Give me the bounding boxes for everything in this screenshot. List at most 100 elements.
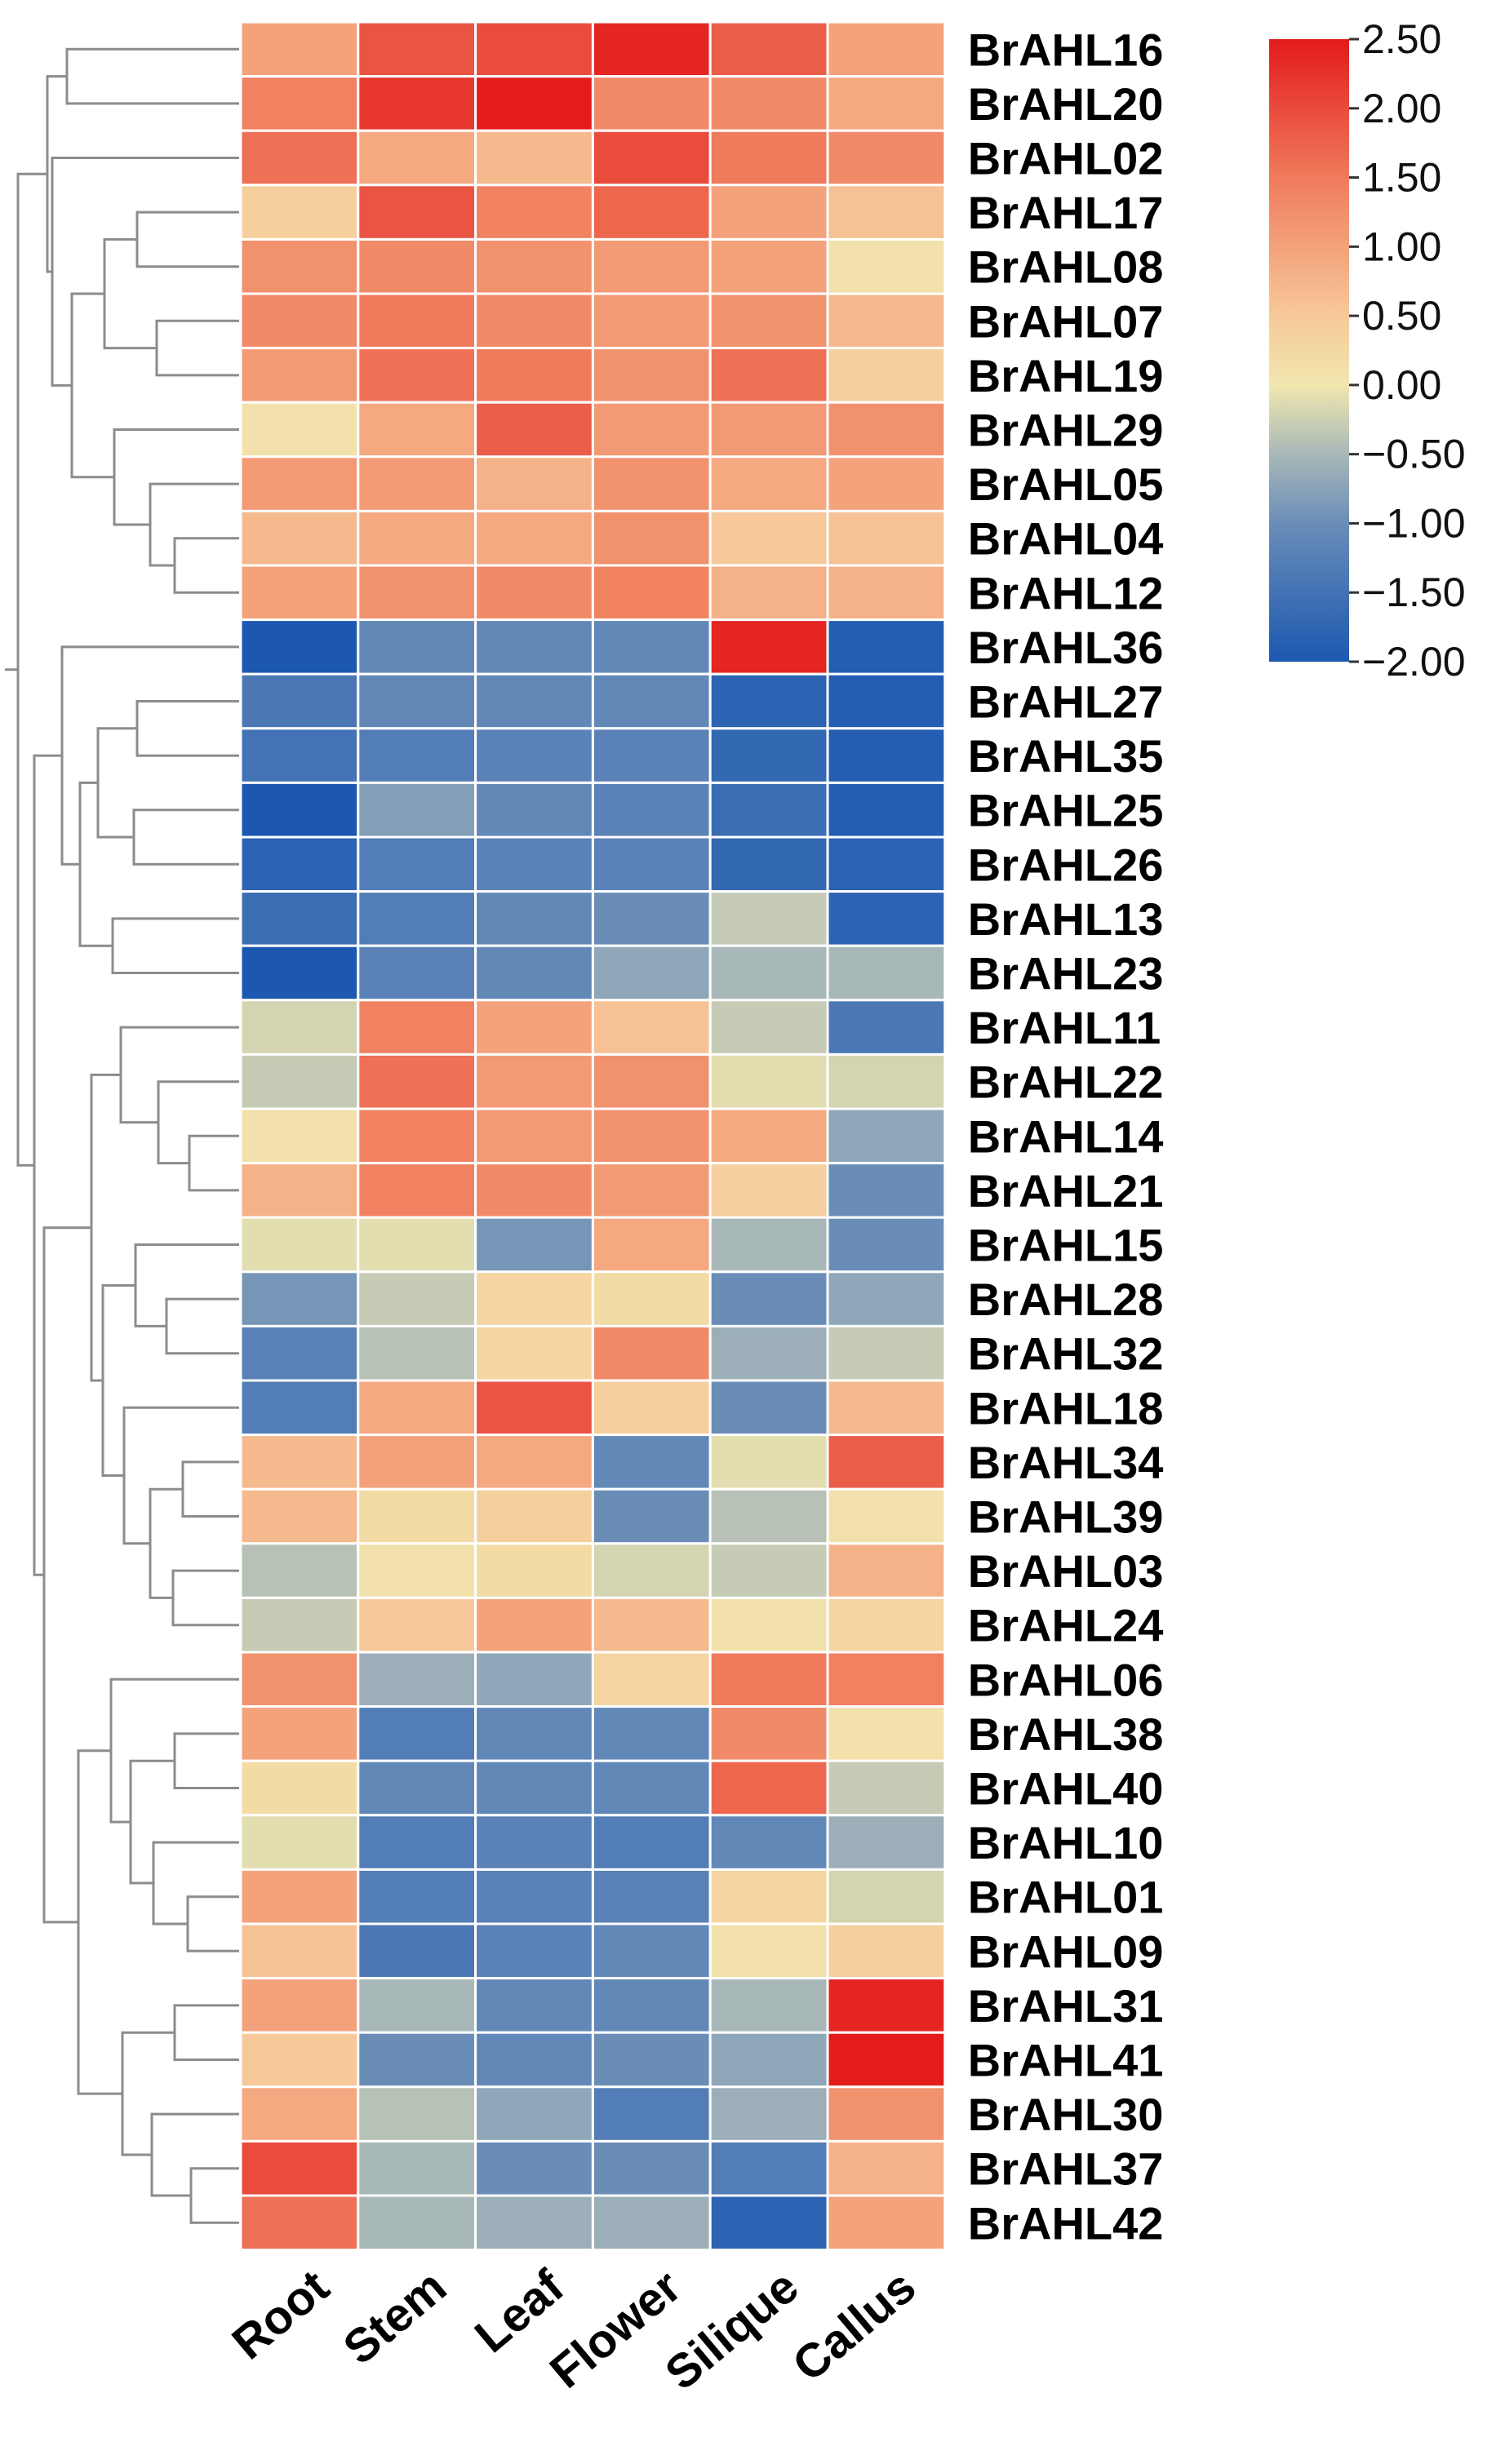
heatmap-cell-BrAHL24-Root — [239, 1596, 360, 1654]
color-legend-bar — [1269, 39, 1349, 662]
heatmap-cell-BrAHL24-Leaf — [474, 1596, 594, 1654]
heatmap-cell-BrAHL19-Stem — [357, 347, 477, 404]
heatmap-cell-BrAHL03-Root — [239, 1542, 360, 1599]
heatmap-cell-BrAHL26-Stem — [357, 835, 477, 893]
dendrogram-branch — [134, 1243, 239, 1327]
dendrogram-branch — [186, 1895, 239, 1952]
heatmap-cell-BrAHL08-Callus — [826, 237, 947, 295]
color-legend-tick-label: −0.50 — [1362, 432, 1466, 477]
row-label-BrAHL20: BrAHL20 — [968, 78, 1164, 130]
heatmap-cell-BrAHL18-Leaf — [474, 1379, 594, 1437]
color-legend-tick-label: −1.00 — [1362, 500, 1466, 546]
heatmap-cell-BrAHL31-Flower — [591, 1977, 712, 2034]
heatmap-cell-BrAHL23-Root — [239, 944, 360, 1002]
dendrogram-branch — [70, 292, 114, 479]
column-label-callus: Callus — [783, 2260, 926, 2392]
heatmap-cell-BrAHL14-Flower — [591, 1107, 712, 1165]
heatmap-cell-BrAHL41-Callus — [826, 2031, 947, 2089]
heatmap-cell-BrAHL19-Flower — [591, 347, 712, 404]
heatmap-cell-BrAHL13-Silique — [708, 890, 829, 947]
heatmap-cell-BrAHL20-Callus — [826, 75, 947, 132]
heatmap-cell-BrAHL05-Flower — [591, 455, 712, 512]
color-legend-tick-label: −2.00 — [1362, 639, 1466, 685]
heatmap-cell-BrAHL02-Stem — [357, 129, 477, 187]
heatmap-cell-BrAHL02-Flower — [591, 129, 712, 187]
heatmap-cell-BrAHL25-Silique — [708, 781, 829, 839]
heatmap-cell-BrAHL21-Root — [239, 1162, 360, 1219]
heatmap-cell-BrAHL15-Silique — [708, 1216, 829, 1274]
dendrogram-branch — [121, 2031, 175, 2156]
heatmap-cell-BrAHL27-Leaf — [474, 672, 594, 730]
heatmap-cell-BrAHL04-Flower — [591, 509, 712, 567]
heatmap-cell-BrAHL25-Flower — [591, 781, 712, 839]
heatmap-cell-BrAHL29-Root — [239, 401, 360, 459]
color-legend-tick-label: 2.00 — [1362, 86, 1441, 131]
heatmap-cell-BrAHL37-Stem — [357, 2139, 477, 2197]
heatmap-cell-BrAHL10-Callus — [826, 1814, 947, 1871]
heatmap-cell-BrAHL30-Flower — [591, 2085, 712, 2143]
row-label-BrAHL34: BrAHL34 — [968, 1437, 1164, 1488]
heatmap-cell-BrAHL36-Callus — [826, 618, 947, 676]
row-label-BrAHL17: BrAHL17 — [968, 187, 1164, 238]
heatmap-cell-BrAHL07-Flower — [591, 292, 712, 350]
row-label-BrAHL35: BrAHL35 — [968, 730, 1164, 782]
heatmap-cell-BrAHL09-Silique — [708, 1922, 829, 1980]
row-label-BrAHL18: BrAHL18 — [968, 1382, 1164, 1434]
heatmap-cell-BrAHL16-Flower — [591, 20, 712, 78]
dendrogram-branch — [149, 1487, 183, 1599]
heatmap-cell-BrAHL10-Leaf — [474, 1814, 594, 1871]
heatmap-cell-BrAHL10-Stem — [357, 1814, 477, 1871]
heatmap-cell-BrAHL20-Stem — [357, 75, 477, 132]
heatmap-cell-BrAHL11-Stem — [357, 999, 477, 1056]
heatmap-cell-BrAHL13-Root — [239, 890, 360, 947]
dendrogram-branch — [189, 2167, 239, 2224]
heatmap-cell-BrAHL34-Root — [239, 1434, 360, 1491]
row-label-BrAHL06: BrAHL06 — [968, 1654, 1164, 1705]
heatmap-cell-BrAHL14-Silique — [708, 1107, 829, 1165]
heatmap-cell-BrAHL35-Root — [239, 727, 360, 784]
row-label-BrAHL15: BrAHL15 — [968, 1220, 1164, 1271]
heatmap-cell-BrAHL09-Leaf — [474, 1922, 594, 1980]
row-label-BrAHL07: BrAHL07 — [968, 295, 1164, 347]
heatmap-cell-BrAHL04-Leaf — [474, 509, 594, 567]
heatmap-cell-BrAHL08-Stem — [357, 237, 477, 295]
row-label-BrAHL22: BrAHL22 — [968, 1057, 1164, 1108]
heatmap-cell-BrAHL28-Stem — [357, 1270, 477, 1327]
dendrogram-branch — [157, 1080, 239, 1165]
heatmap-cell-BrAHL30-Stem — [357, 2085, 477, 2143]
row-label-BrAHL29: BrAHL29 — [968, 405, 1164, 456]
heatmap-cell-BrAHL18-Silique — [708, 1379, 829, 1437]
heatmap-cell-BrAHL35-Callus — [826, 727, 947, 784]
row-label-BrAHL40: BrAHL40 — [968, 1763, 1164, 1815]
row-label-BrAHL09: BrAHL09 — [968, 1926, 1164, 1977]
heatmap-cell-BrAHL03-Flower — [591, 1542, 712, 1599]
heatmap-cell-BrAHL31-Silique — [708, 1977, 829, 2034]
heatmap-cell-BrAHL36-Leaf — [474, 618, 594, 676]
color-legend: 2.50 2.00 1.50 1.00 0.50 0.00 −0.50 −1.00 −1.50 −… — [1269, 16, 1466, 685]
dendrogram-branch — [135, 211, 239, 268]
heatmap-cell-BrAHL16-Callus — [826, 20, 947, 78]
heatmap-cell-BrAHL34-Callus — [826, 1434, 947, 1491]
heatmap-cell-BrAHL25-Leaf — [474, 781, 594, 839]
heatmap-cell-BrAHL39-Callus — [826, 1487, 947, 1545]
dendrogram-branch — [101, 1283, 135, 1478]
dendrogram-branch — [113, 428, 239, 526]
heatmap-cell-BrAHL22-Leaf — [474, 1053, 594, 1110]
heatmap-cell-BrAHL22-Flower — [591, 1053, 712, 1110]
heatmap-cell-BrAHL27-Callus — [826, 672, 947, 730]
heatmap-cell-BrAHL28-Leaf — [474, 1270, 594, 1327]
row-label-BrAHL39: BrAHL39 — [968, 1491, 1164, 1543]
heatmap-cell-BrAHL17-Silique — [708, 184, 829, 241]
color-legend-tick-label: −1.50 — [1362, 569, 1466, 615]
row-label-BrAHL08: BrAHL08 — [968, 242, 1164, 293]
heatmap-cell-BrAHL14-Stem — [357, 1107, 477, 1165]
dendrogram-branch — [42, 1226, 91, 1924]
heatmap-cell-BrAHL11-Leaf — [474, 999, 594, 1056]
heatmap-cell-BrAHL20-Silique — [708, 75, 829, 132]
row-label-BrAHL37: BrAHL37 — [968, 2143, 1164, 2195]
heatmap-cell-BrAHL12-Silique — [708, 564, 829, 622]
dendrogram-branch — [155, 319, 239, 377]
heatmap-cell-BrAHL28-Silique — [708, 1270, 829, 1327]
row-label-BrAHL01: BrAHL01 — [968, 1872, 1164, 1923]
heatmap-cell-BrAHL15-Stem — [357, 1216, 477, 1274]
